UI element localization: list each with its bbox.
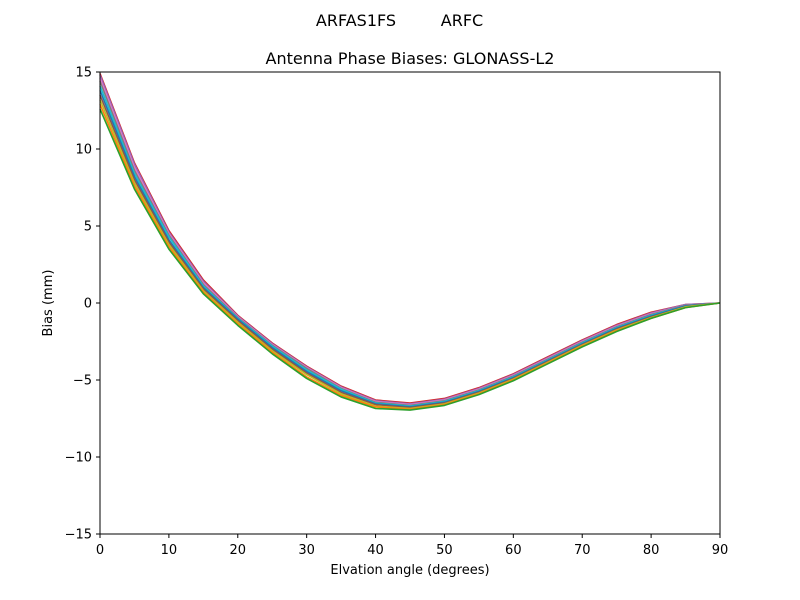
y-tick-label: −10	[65, 451, 92, 466]
series-line-1	[99, 73, 721, 404]
y-axis-label: Bias (mm)	[41, 270, 56, 337]
x-tick-label: 0	[96, 543, 104, 558]
series-line-8	[99, 99, 721, 410]
series-line-6	[99, 90, 721, 408]
header-right-label: ARFC	[441, 11, 483, 30]
x-axis: 0 10 20 30 40 50 60 70 80 90	[96, 534, 728, 558]
y-tick-label: 0	[84, 297, 92, 312]
series-line-3	[99, 77, 721, 406]
x-tick-label: 70	[574, 543, 591, 558]
chart-title: Antenna Phase Biases: GLONASS-L2	[266, 49, 555, 68]
y-tick-label: 15	[75, 66, 92, 81]
x-tick-label: 10	[161, 543, 178, 558]
header-left-label: ARFAS1FS	[316, 11, 396, 30]
x-tick-label: 30	[298, 543, 315, 558]
plot-area-frame	[99, 71, 721, 535]
series-line-5	[99, 85, 721, 407]
y-tick-label: −5	[73, 374, 92, 389]
x-tick-label: 40	[367, 543, 384, 558]
y-tick-label: 10	[75, 143, 92, 158]
x-axis-label: Elvation angle (degrees)	[330, 563, 489, 578]
series-layer	[99, 73, 721, 411]
series-line-9	[99, 104, 721, 411]
x-tick-label: 50	[436, 543, 453, 558]
x-tick-label: 20	[230, 543, 247, 558]
x-tick-label: 60	[505, 543, 522, 558]
y-axis: −15 −10 −5 0 5 10 15	[65, 66, 100, 543]
x-tick-label: 90	[712, 543, 729, 558]
series-line-2	[99, 74, 721, 405]
series-line-7	[99, 94, 721, 409]
y-tick-label: 5	[84, 220, 92, 235]
series-line-4	[99, 80, 721, 407]
series-line-10	[99, 108, 721, 411]
x-tick-label: 80	[643, 543, 660, 558]
y-tick-label: −15	[65, 528, 92, 543]
